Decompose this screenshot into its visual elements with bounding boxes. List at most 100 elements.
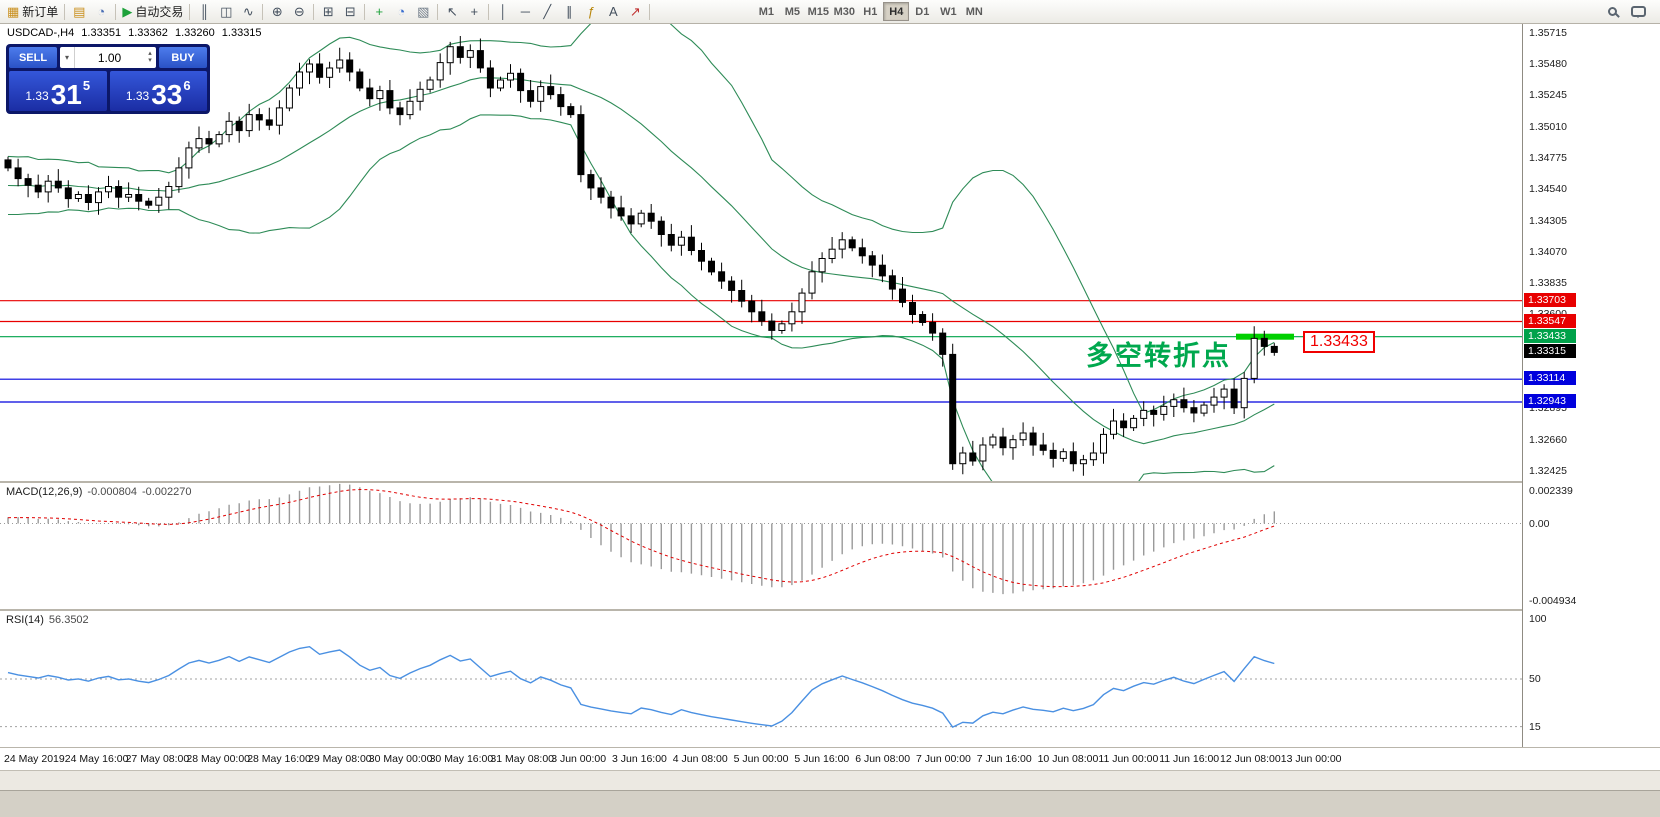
toolbar-separator — [189, 3, 191, 20]
rsi-pane[interactable] — [0, 611, 1522, 747]
timeframe-m5[interactable]: M5 — [784, 5, 800, 18]
channel-icon[interactable]: ∥ — [558, 1, 580, 22]
tile-windows-icon: ⊞ — [322, 4, 334, 19]
zoom-out-icon: ⊖ — [293, 4, 305, 19]
crosshair-icon[interactable]: + — [463, 1, 485, 22]
price-axis[interactable]: 1.35715 1.35480 1.35245 1.35010 1.34775 1.345… — [1522, 24, 1660, 747]
timeframe-w1[interactable]: W1 — [940, 5, 957, 18]
auto-trading-button[interactable]: ▶ 自动交易 — [119, 1, 186, 22]
arrows-icon: ↗ — [629, 4, 641, 19]
line-chart-icon[interactable]: ∿ — [237, 1, 259, 22]
status-bar — [0, 790, 1660, 817]
price-axis-label: 1.35480 — [1529, 57, 1567, 70]
time-axis-label: 10 Jun 08:00 — [1037, 753, 1099, 765]
periods-icon[interactable]: ◔ — [390, 1, 412, 22]
search-icon[interactable] — [1608, 7, 1617, 16]
price-axis-label: 0.002339 — [1529, 485, 1573, 497]
new-order-button[interactable]: ▦ 新订单 — [4, 1, 61, 22]
buy-price-prefix: 1.33 — [125, 89, 150, 103]
new-order-button-label: 新订单 — [22, 5, 59, 19]
timeframe-h4[interactable]: H4 — [883, 2, 910, 21]
price-level-label: 1.33114 — [1524, 371, 1576, 386]
new-chart-icon: ▤ — [73, 4, 86, 19]
fibonacci-icon[interactable]: ƒ — [580, 1, 602, 22]
cursor-icon[interactable]: ↖ — [441, 1, 463, 22]
rsi-name: RSI(14) — [6, 614, 44, 626]
crosshair-icon: + — [470, 4, 479, 19]
rsi-value: 56.3502 — [48, 614, 89, 626]
trendline-icon[interactable]: ╱ — [536, 1, 558, 22]
pane-separator[interactable] — [0, 609, 1660, 611]
volume-spinner[interactable]: ▴ ▾ — [148, 50, 152, 64]
volume-dropdown-icon[interactable]: ▾ — [60, 47, 75, 68]
timeframe-m30[interactable]: M30 — [833, 5, 856, 18]
sell-button[interactable]: SELL — [9, 47, 57, 68]
time-axis-label: 7 Jun 16:00 — [976, 753, 1032, 765]
timeframe-mn[interactable]: MN — [965, 5, 983, 18]
buy-price-display[interactable]: 1.33 33 6 — [109, 71, 207, 111]
macd-value: -0.000804 — [87, 486, 137, 498]
price-axis-label: 1.35245 — [1529, 89, 1567, 102]
main-chart-pane[interactable] — [0, 0, 1522, 538]
price-axis-label: 15 — [1529, 720, 1541, 733]
pane-separator[interactable] — [0, 481, 1660, 483]
time-axis-label: 5 Jun 00:00 — [733, 753, 789, 765]
toolbar-separator — [313, 3, 315, 20]
price-axis-label: 50 — [1529, 673, 1541, 685]
price-axis-label: 1.34540 — [1529, 183, 1567, 196]
macd-label: MACD(12,26,9) -0.000804 -0.002270 — [6, 486, 192, 498]
timeframe-m1[interactable]: M1 — [758, 5, 774, 18]
cascade-windows-icon: ⊟ — [344, 4, 356, 19]
channel-icon: ∥ — [566, 4, 573, 19]
fibonacci-icon: ƒ — [587, 4, 595, 19]
candlestick-chart-icon[interactable]: ◫ — [215, 1, 237, 22]
macd-name: MACD(12,26,9) — [6, 486, 83, 498]
chat-icon[interactable] — [1631, 6, 1646, 18]
zoom-out-icon[interactable]: ⊖ — [288, 1, 310, 22]
arrows-icon[interactable]: ↗ — [624, 1, 646, 22]
macd-pane[interactable] — [0, 483, 1522, 609]
buy-price-sup: 6 — [183, 78, 191, 93]
chart-scrollbar-area[interactable] — [0, 770, 1660, 790]
time-axis[interactable]: 24 May 2019 24 May 16:00 27 May 08:00 28 Ma… — [0, 747, 1660, 770]
time-axis-label: 28 May 16:00 — [247, 753, 311, 765]
low-value: 1.33260 — [174, 27, 215, 39]
toolbar-right-group — [1608, 6, 1656, 18]
zoom-in-icon[interactable]: ⊕ — [266, 1, 288, 22]
price-axis-label: 1.35715 — [1529, 26, 1567, 39]
price-axis-label: 1.34070 — [1529, 245, 1567, 258]
profiles-icon[interactable]: ◔ — [90, 1, 112, 22]
price-axis-label: 0.00 — [1529, 517, 1550, 530]
vertical-line-icon[interactable]: │ — [492, 1, 514, 22]
price-axis-label: 1.34305 — [1529, 214, 1567, 227]
templates-icon[interactable]: ▧ — [412, 1, 434, 22]
time-axis-label: 7 Jun 00:00 — [916, 753, 971, 765]
tile-windows-icon[interactable]: ⊞ — [317, 1, 339, 22]
timeframe-d1[interactable]: D1 — [915, 5, 930, 18]
toolbar-separator — [262, 3, 264, 20]
time-axis-label: 29 May 08:00 — [308, 753, 372, 765]
text-icon[interactable]: A — [602, 1, 624, 22]
sell-price-display[interactable]: 1.33 31 5 — [9, 71, 107, 111]
rsi-label: RSI(14) 56.3502 — [6, 614, 89, 626]
zoom-in-icon: ⊕ — [271, 4, 283, 19]
add-indicator-icon[interactable]: + — [368, 1, 390, 22]
cascade-windows-icon[interactable]: ⊟ — [339, 1, 361, 22]
new-chart-icon[interactable]: ▤ — [68, 1, 90, 22]
volume-input[interactable]: ▾ 1.00 ▴ ▾ — [60, 47, 156, 68]
timeframe-m15[interactable]: M15 — [807, 5, 830, 18]
time-axis-label: 4 Jun 08:00 — [672, 753, 728, 765]
bar-chart-icon[interactable]: ║ — [193, 1, 215, 22]
time-axis-label: 5 Jun 16:00 — [794, 753, 850, 765]
buy-button[interactable]: BUY — [159, 47, 207, 68]
horizontal-line-icon[interactable]: ─ — [514, 1, 536, 22]
high-value: 1.33362 — [128, 27, 168, 39]
toolbar-separator — [437, 3, 439, 20]
sell-price-big: 31 — [50, 79, 82, 111]
auto-trading-icon: ▶ — [122, 4, 133, 19]
timeframe-h1[interactable]: H1 — [863, 5, 878, 18]
buy-price-big: 33 — [151, 79, 183, 111]
open-value: 1.33351 — [81, 27, 122, 39]
price-axis-label: 1.32425 — [1529, 465, 1567, 477]
